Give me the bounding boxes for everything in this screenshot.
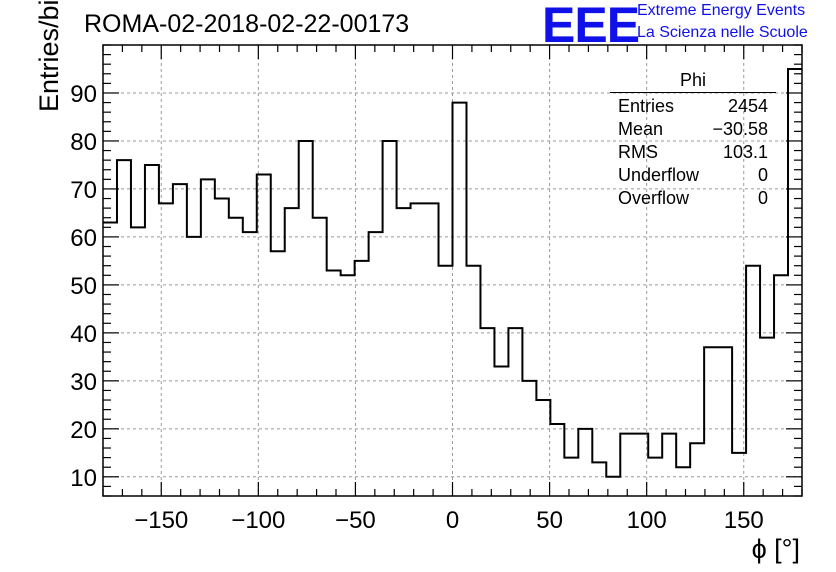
stats-value: 2454 — [727, 96, 768, 116]
histogram-bin — [131, 227, 145, 496]
stats-value: 0 — [757, 188, 768, 208]
histogram-bin — [201, 179, 215, 496]
stats-label: RMS — [618, 142, 658, 162]
histogram-bin — [383, 141, 397, 496]
histogram-bin — [620, 434, 634, 496]
histogram-bin — [536, 400, 550, 496]
histogram-bin — [718, 347, 732, 496]
logo-line-1: Extreme Energy Events — [637, 2, 806, 19]
stats-row-entries: Entries 2454 — [610, 95, 776, 118]
y-tick-label: 50 — [70, 273, 97, 300]
logo-line-2: La Scienza nelle Scuole — [637, 24, 808, 41]
histogram-bin — [690, 443, 704, 496]
x-tick-label: −100 — [231, 507, 285, 534]
histogram-line — [103, 67, 802, 478]
histogram-bin — [592, 462, 606, 496]
histogram-bin — [103, 223, 117, 496]
stats-row-rms: RMS 103.1 — [610, 141, 776, 164]
histogram-bin — [145, 165, 159, 496]
histogram-bin — [173, 184, 187, 496]
histogram-bin — [117, 160, 131, 496]
histogram-bin — [494, 366, 508, 496]
histogram-bin — [578, 429, 592, 496]
x-tick-label: −50 — [335, 507, 376, 534]
histogram-bin — [341, 275, 355, 496]
stats-label: Overflow — [618, 188, 690, 208]
histogram-bin — [243, 232, 257, 496]
histogram-bin — [271, 251, 285, 496]
stats-title: Phi — [610, 70, 776, 93]
chart-title: ROMA-02-2018-02-22-00173 — [84, 10, 410, 38]
x-axis-label: ϕ [°] — [751, 534, 800, 564]
stats-value: 0 — [757, 165, 768, 185]
histogram-bin — [439, 266, 453, 496]
histogram-bin — [453, 103, 467, 496]
histogram-bin — [564, 458, 578, 496]
x-tick-label: 150 — [724, 507, 764, 534]
y-tick-label: 80 — [70, 129, 97, 156]
histogram-bin — [774, 275, 788, 496]
histogram-bin — [285, 208, 299, 496]
histogram-bin — [760, 338, 774, 496]
histogram-bin — [550, 424, 564, 496]
histogram-bin — [704, 347, 718, 496]
y-tick-label: 60 — [70, 225, 97, 252]
stats-row-overflow: Overflow 0 — [610, 187, 776, 210]
histogram-bin — [369, 232, 383, 496]
stats-box: Phi Entries 2454 Mean −30.58 RMS 103.1 U… — [610, 70, 776, 210]
histogram-bin — [327, 271, 341, 497]
y-tick-label: 20 — [70, 417, 97, 444]
y-tick-label: 10 — [70, 465, 97, 492]
stats-label: Entries — [618, 96, 675, 116]
y-tick-label: 40 — [70, 321, 97, 348]
histogram-bin — [355, 261, 369, 496]
histogram-bin — [299, 141, 313, 496]
x-tick-label: 50 — [536, 507, 563, 534]
histogram-bin — [397, 208, 411, 496]
histogram-bin — [425, 203, 439, 496]
histogram-bin — [313, 218, 327, 496]
y-tick-label: 30 — [70, 369, 97, 396]
x-tick-label: 0 — [446, 507, 459, 534]
histogram-bin — [187, 237, 201, 496]
stats-label: Mean — [618, 119, 664, 139]
eee-logo: EEE — [542, 0, 640, 53]
histogram-bin — [159, 203, 173, 496]
histogram-bin — [229, 218, 243, 496]
histogram-bin — [522, 381, 536, 496]
histogram-bin — [466, 266, 480, 496]
histogram-bin — [411, 203, 425, 496]
histogram-bin — [676, 467, 690, 496]
y-tick-label: 90 — [70, 81, 97, 108]
stats-row-mean: Mean −30.58 — [610, 118, 776, 141]
x-tick-label: 100 — [627, 507, 667, 534]
histogram-bin — [215, 199, 229, 496]
stats-value: −30.58 — [712, 119, 768, 139]
histogram-bin — [662, 434, 676, 496]
y-axis-label: Entries/bin — [34, 0, 64, 112]
y-tick-label: 70 — [70, 177, 97, 204]
stats-label: Underflow — [618, 165, 700, 185]
histogram-bin — [257, 175, 271, 496]
histogram-bin — [480, 328, 494, 496]
histogram-bin — [648, 458, 662, 496]
histogram-bin — [788, 69, 802, 496]
x-tick-label: −150 — [134, 507, 188, 534]
stats-value: 103.1 — [722, 142, 768, 162]
stats-row-underflow: Underflow 0 — [610, 164, 776, 187]
histogram-bin — [508, 328, 522, 496]
histogram-bin — [746, 266, 760, 496]
